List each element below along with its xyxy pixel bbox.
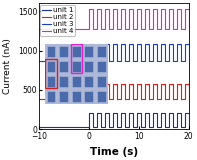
- unit 4: [179, 28, 182, 30]
- unit 2: [112, 98, 114, 100]
- unit 3: [179, 60, 182, 62]
- unit 3: [188, 60, 190, 62]
- unit 2: [96, 83, 98, 85]
- unit 2: [188, 98, 190, 100]
- unit 3: [96, 43, 98, 45]
- Legend: unit 1, unit 2, unit 3, unit 4: unit 1, unit 2, unit 3, unit 4: [40, 5, 75, 36]
- unit 4: [104, 8, 106, 10]
- unit 1: [124, 126, 126, 128]
- unit 3: [104, 43, 106, 45]
- Line: unit 4: unit 4: [39, 9, 189, 29]
- unit 1: [188, 126, 190, 128]
- unit 4: [188, 28, 190, 30]
- unit 4: [188, 28, 190, 30]
- unit 2: [179, 98, 182, 100]
- unit 1: [96, 112, 98, 114]
- Y-axis label: Current (nA): Current (nA): [4, 38, 12, 94]
- unit 2: [104, 83, 106, 85]
- unit 1: [88, 112, 90, 114]
- Line: unit 1: unit 1: [39, 113, 189, 127]
- unit 3: [124, 60, 126, 62]
- unit 2: [188, 98, 190, 100]
- unit 4: [112, 28, 114, 30]
- unit 3: [188, 60, 190, 62]
- unit 1: [179, 126, 182, 128]
- unit 4: [38, 28, 40, 30]
- unit 1: [112, 126, 114, 128]
- unit 4: [88, 8, 90, 10]
- unit 4: [124, 28, 126, 30]
- unit 4: [96, 8, 98, 10]
- unit 3: [38, 60, 40, 62]
- unit 2: [88, 83, 90, 85]
- unit 3: [112, 60, 114, 62]
- X-axis label: Time (s): Time (s): [90, 147, 138, 156]
- unit 2: [124, 98, 126, 100]
- unit 1: [188, 126, 190, 128]
- unit 2: [38, 98, 40, 100]
- unit 3: [88, 43, 90, 45]
- Line: unit 2: unit 2: [39, 84, 189, 99]
- Line: unit 3: unit 3: [39, 44, 189, 61]
- unit 1: [104, 112, 106, 114]
- unit 1: [38, 126, 40, 128]
